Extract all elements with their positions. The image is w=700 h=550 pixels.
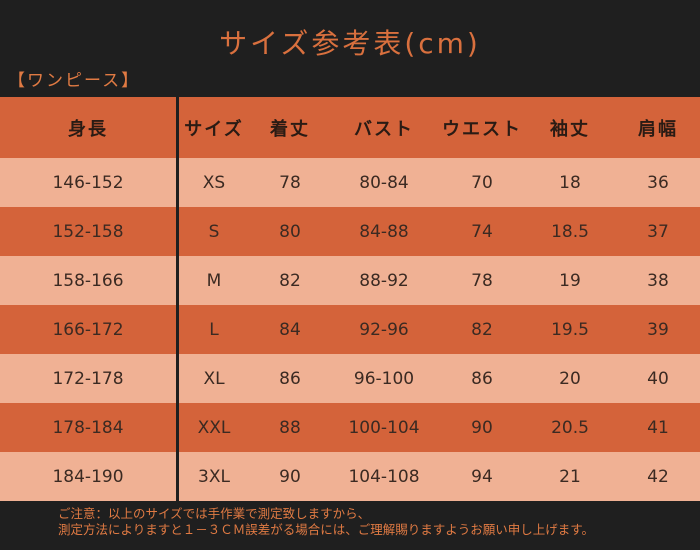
header-waist: ウエスト [442, 118, 522, 140]
cell-bust: 88-92 [359, 270, 409, 291]
table-row: 178-184 XXL 88 100-104 90 20.5 41 [0, 403, 700, 452]
cell-shoulder: 38 [647, 270, 669, 291]
cell-length: 80 [279, 221, 301, 242]
cell-height: 152-158 [52, 221, 124, 242]
size-table: 身長 サイズ 着丈 バスト ウエスト 袖丈 肩幅 146-152 XS 78 8… [0, 97, 700, 501]
table-row: 166-172 L 84 92-96 82 19.5 39 [0, 305, 700, 354]
cell-shoulder: 37 [647, 221, 669, 242]
cell-height: 172-178 [52, 368, 124, 389]
table-row: 172-178 XL 86 96-100 86 20 40 [0, 354, 700, 403]
cell-sleeve: 21 [559, 466, 581, 487]
cell-waist: 86 [471, 368, 493, 389]
cell-sleeve: 19.5 [551, 319, 589, 340]
cell-waist: 90 [471, 417, 493, 438]
cell-bust: 80-84 [359, 172, 409, 193]
cell-height: 146-152 [52, 172, 124, 193]
header-length: 着丈 [270, 118, 310, 140]
cell-sleeve: 20 [559, 368, 581, 389]
cell-height: 178-184 [52, 417, 124, 438]
column-divider [176, 97, 179, 158]
cell-bust: 104-108 [348, 466, 420, 487]
section-label: 【ワンピース】 [8, 71, 141, 91]
cell-shoulder: 41 [647, 417, 669, 438]
cell-shoulder: 40 [647, 368, 669, 389]
table-row: 158-166 M 82 88-92 78 19 38 [0, 256, 700, 305]
cell-length: 90 [279, 466, 301, 487]
cell-size: XS [202, 172, 226, 193]
header-size: サイズ [184, 118, 244, 140]
header-height: 身長 [68, 118, 108, 140]
column-divider [176, 452, 179, 501]
cell-length: 78 [279, 172, 301, 193]
header-bust: バスト [354, 118, 414, 140]
note-line: ご注意：以上のサイズでは手作業で測定致しますから、 [58, 506, 371, 521]
cell-shoulder: 39 [647, 319, 669, 340]
cell-bust: 100-104 [348, 417, 420, 438]
cell-size: XL [203, 368, 225, 389]
cell-shoulder: 42 [647, 466, 669, 487]
cell-waist: 94 [471, 466, 493, 487]
table-row: 184-190 3XL 90 104-108 94 21 42 [0, 452, 700, 501]
cell-waist: 74 [471, 221, 493, 242]
table-row: 152-158 S 80 84-88 74 18.5 37 [0, 207, 700, 256]
cell-size: M [206, 270, 222, 291]
cell-length: 86 [279, 368, 301, 389]
cell-length: 88 [279, 417, 301, 438]
header-shoulder: 肩幅 [638, 118, 678, 140]
table-row: 146-152 XS 78 80-84 70 18 36 [0, 158, 700, 207]
cell-size: XXL [197, 417, 231, 438]
cell-length: 82 [279, 270, 301, 291]
cell-waist: 82 [471, 319, 493, 340]
cell-waist: 78 [471, 270, 493, 291]
note-line: 測定方法によりますと１－３ＣＭ誤差がる場合には、ご理解賜りますようお願い申し上げ… [58, 522, 595, 537]
cell-bust: 84-88 [359, 221, 409, 242]
cell-bust: 96-100 [353, 368, 415, 389]
cell-sleeve: 18 [559, 172, 581, 193]
column-divider [176, 305, 179, 354]
cell-length: 84 [279, 319, 301, 340]
column-divider [176, 256, 179, 305]
cell-bust: 92-96 [359, 319, 409, 340]
table-header-row: 身長 サイズ 着丈 バスト ウエスト 袖丈 肩幅 [0, 97, 700, 158]
column-divider [176, 158, 179, 207]
page-title: サイズ参考表(cm) [219, 27, 481, 60]
cell-waist: 70 [471, 172, 493, 193]
cell-size: 3XL [198, 466, 230, 487]
header-sleeve: 袖丈 [550, 118, 590, 140]
cell-height: 184-190 [52, 466, 124, 487]
caution-note: ご注意：以上のサイズでは手作業で測定致しますから、 測定方法によりますと１－３Ｃ… [58, 506, 698, 538]
cell-shoulder: 36 [647, 172, 669, 193]
column-divider [176, 207, 179, 256]
cell-size: L [209, 319, 219, 340]
cell-sleeve: 18.5 [551, 221, 589, 242]
cell-height: 166-172 [52, 319, 124, 340]
cell-sleeve: 19 [559, 270, 581, 291]
column-divider [176, 354, 179, 403]
column-divider [176, 403, 179, 452]
cell-size: S [208, 221, 220, 242]
cell-height: 158-166 [52, 270, 124, 291]
cell-sleeve: 20.5 [551, 417, 589, 438]
